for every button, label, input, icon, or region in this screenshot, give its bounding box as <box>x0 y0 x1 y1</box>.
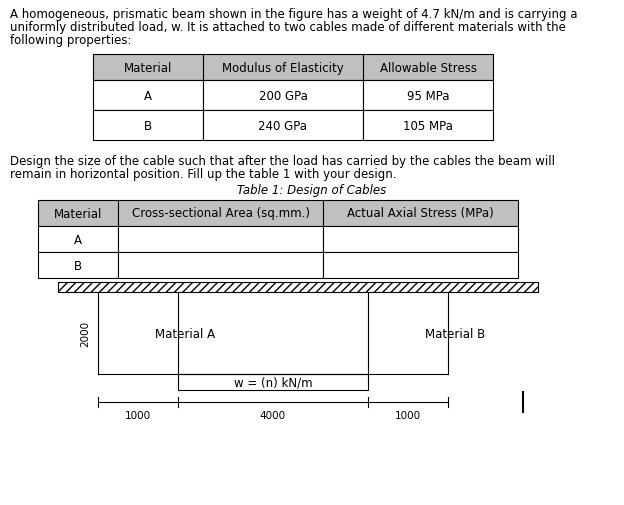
Text: Allowable Stress: Allowable Stress <box>379 62 477 74</box>
Text: following properties:: following properties: <box>10 34 132 47</box>
Bar <box>203 81 363 111</box>
Bar <box>363 55 493 81</box>
Text: uniformly distributed load, w. It is attached to two cables made of different ma: uniformly distributed load, w. It is att… <box>10 21 566 34</box>
Bar <box>38 252 118 278</box>
Text: Table 1: Design of Cables: Table 1: Design of Cables <box>237 184 387 196</box>
Bar <box>93 111 203 141</box>
Bar <box>38 200 118 227</box>
Text: A: A <box>144 89 152 103</box>
Text: A homogeneous, prismatic beam shown in the figure has a weight of 4.7 kN/m and i: A homogeneous, prismatic beam shown in t… <box>10 8 577 21</box>
Text: Actual Axial Stress (MPa): Actual Axial Stress (MPa) <box>347 207 494 220</box>
Bar <box>38 227 118 252</box>
Text: 4000: 4000 <box>260 410 286 420</box>
Bar <box>363 111 493 141</box>
Bar <box>178 374 368 390</box>
Bar <box>93 81 203 111</box>
Text: Modulus of Elasticity: Modulus of Elasticity <box>222 62 344 74</box>
Text: B: B <box>144 119 152 132</box>
Text: B: B <box>74 259 82 272</box>
Bar <box>203 111 363 141</box>
Text: 1000: 1000 <box>125 410 151 420</box>
Bar <box>363 81 493 111</box>
Text: 200 GPa: 200 GPa <box>258 89 308 103</box>
Bar <box>323 227 518 252</box>
Bar <box>203 55 363 81</box>
Text: remain in horizontal position. Fill up the table 1 with your design.: remain in horizontal position. Fill up t… <box>10 168 396 181</box>
Text: w = (n) kN/m: w = (n) kN/m <box>233 376 313 389</box>
Text: Material A: Material A <box>155 327 215 340</box>
Text: 2000: 2000 <box>80 320 90 346</box>
Text: A: A <box>74 233 82 246</box>
Bar <box>118 227 323 252</box>
Bar <box>323 252 518 278</box>
Text: Material B: Material B <box>426 327 485 340</box>
Text: Design the size of the cable such that after the load has carried by the cables : Design the size of the cable such that a… <box>10 155 555 168</box>
Text: 240 GPa: 240 GPa <box>258 119 308 132</box>
Bar <box>93 55 203 81</box>
Text: 105 MPa: 105 MPa <box>403 119 453 132</box>
Bar <box>118 200 323 227</box>
Bar <box>118 252 323 278</box>
Bar <box>323 200 518 227</box>
Text: Cross-sectional Area (sq.mm.): Cross-sectional Area (sq.mm.) <box>132 207 310 220</box>
Text: 95 MPa: 95 MPa <box>407 89 449 103</box>
Text: Material: Material <box>54 207 102 220</box>
Bar <box>58 282 538 292</box>
Text: 1000: 1000 <box>395 410 421 420</box>
Text: Material: Material <box>124 62 172 74</box>
